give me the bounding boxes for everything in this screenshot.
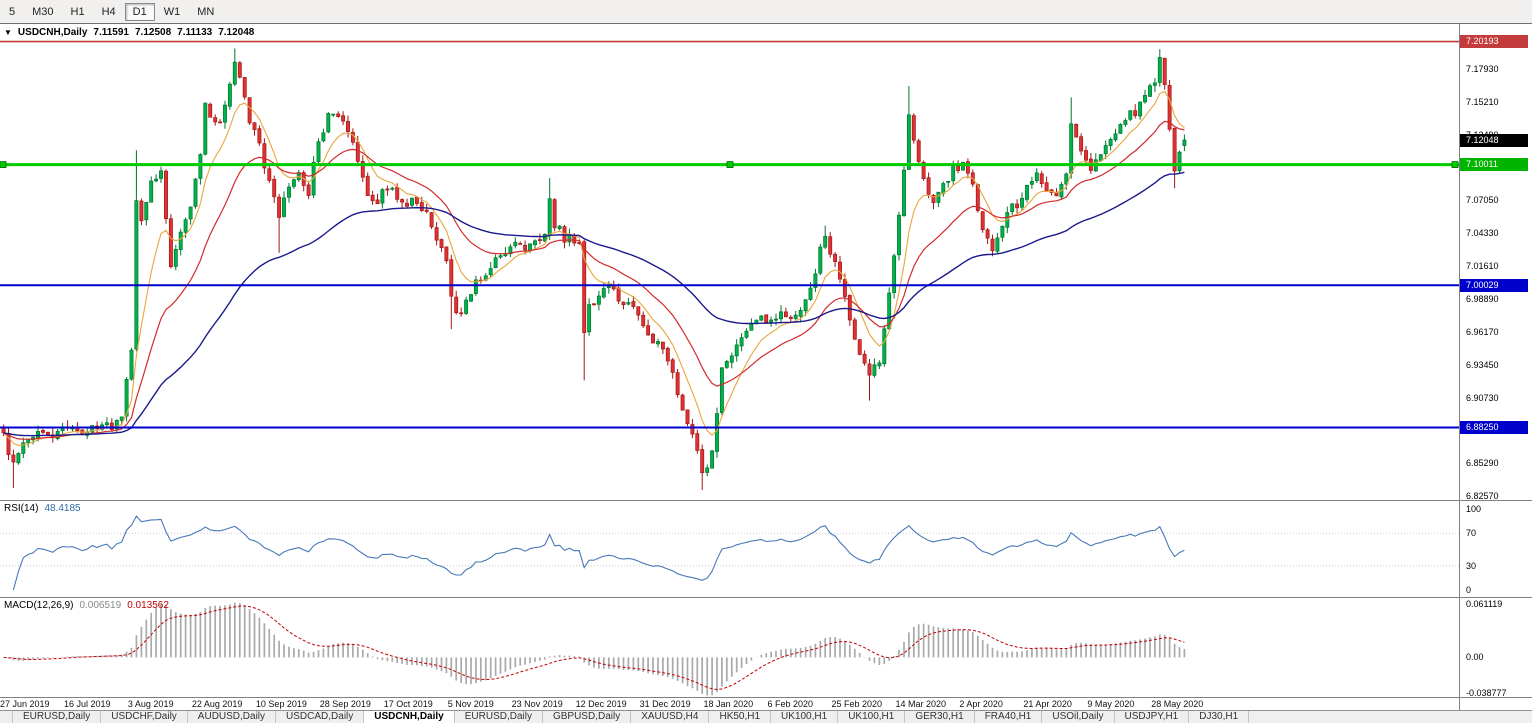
timeframe-button-d1[interactable]: D1 bbox=[124, 2, 155, 21]
price-axis-label: 7.15210 bbox=[1466, 96, 1499, 107]
collapse-chart-icon[interactable]: ▼ bbox=[4, 28, 12, 37]
timeframe-button-w1[interactable]: W1 bbox=[163, 5, 181, 18]
candlestick-chart bbox=[0, 40, 1459, 490]
tab-eurusd-daily[interactable]: EURUSD,Daily bbox=[455, 711, 543, 723]
price-axis-label: 6.93450 bbox=[1466, 359, 1499, 370]
date-axis-label: 9 May 2020 bbox=[1087, 699, 1135, 709]
hline-price-tag: 6.88250 bbox=[1460, 421, 1528, 434]
rsi-axis-label: 30 bbox=[1466, 560, 1477, 571]
tab-ger30-h1[interactable]: GER30,H1 bbox=[905, 711, 975, 723]
price-axis-label: 6.90730 bbox=[1466, 392, 1499, 403]
rsi-header: RSI(14) 48.4185 bbox=[4, 503, 81, 514]
date-axis-label: 23 Nov 2019 bbox=[511, 699, 563, 709]
quote-close: 7.12048 bbox=[218, 27, 255, 38]
rsi-axis-label: 0 bbox=[1466, 585, 1472, 595]
date-axis-label: 6 Feb 2020 bbox=[767, 699, 814, 709]
tab-usoil-daily[interactable]: USOil,Daily bbox=[1042, 711, 1115, 723]
date-axis-label: 22 Aug 2019 bbox=[191, 699, 243, 709]
price-axis-label: 7.04330 bbox=[1466, 228, 1499, 239]
tab-uk100-h1[interactable]: UK100,H1 bbox=[771, 711, 839, 723]
hline-price-tag: 7.00029 bbox=[1460, 278, 1528, 292]
rsi-value: 48.4185 bbox=[44, 503, 81, 514]
macd-signal-value: 0.013562 bbox=[127, 600, 169, 611]
price-axis-label: 7.01610 bbox=[1466, 261, 1499, 272]
price-axis-label: 7.07050 bbox=[1466, 195, 1499, 206]
timeframe-button-5[interactable]: 5 bbox=[9, 5, 16, 18]
macd-title: MACD(12,26,9) bbox=[4, 600, 74, 611]
date-axis-label: 21 Apr 2020 bbox=[1023, 699, 1072, 709]
date-axis-label: 5 Nov 2019 bbox=[447, 699, 494, 709]
date-axis-label: 25 Feb 2020 bbox=[831, 699, 883, 709]
rsi-plot[interactable]: RSI(14) 48.4185 bbox=[0, 501, 1459, 597]
tab-hk50-h1[interactable]: HK50,H1 bbox=[709, 711, 772, 723]
quote-high: 7.12508 bbox=[135, 27, 172, 38]
date-labels: 27 Jun 2019 16 Jul 2019 3 Aug 2019 22 Aug 2… bbox=[0, 698, 1459, 710]
tab-usdcad-daily[interactable]: USDCAD,Daily bbox=[276, 711, 365, 723]
date-axis-label: 2 Apr 2020 bbox=[959, 699, 1003, 709]
date-axis: 27 Jun 2019 16 Jul 2019 3 Aug 2019 22 Aug 2… bbox=[0, 697, 1532, 710]
date-axis-label: 18 Jan 2020 bbox=[703, 699, 754, 709]
price-axis-label: 6.82570 bbox=[1466, 491, 1499, 500]
price-axis-label: 6.96170 bbox=[1466, 326, 1499, 337]
chart-window: ▼ USDCNH,Daily 7.11591 7.12508 7.11133 7… bbox=[0, 24, 1532, 710]
price-axis-label: 6.85290 bbox=[1466, 458, 1499, 469]
date-axis-label: 16 Jul 2019 bbox=[63, 699, 111, 709]
price-plot[interactable]: ▼ USDCNH,Daily 7.11591 7.12508 7.11133 7… bbox=[0, 24, 1459, 500]
macd-axis-label: 0.00 bbox=[1466, 652, 1484, 663]
chart-tab-bar: EURUSD,Daily USDCHF,Daily AUDUSD,Daily USDC… bbox=[0, 710, 1532, 723]
macd-axis-label: -0.038777 bbox=[1466, 688, 1507, 697]
tab-gbpusd-daily[interactable]: GBPUSD,Daily bbox=[543, 711, 632, 723]
date-axis-label: 14 Mar 2020 bbox=[895, 699, 946, 709]
tab-fra40-h1[interactable]: FRA40,H1 bbox=[975, 711, 1043, 723]
axis-corner bbox=[1459, 698, 1532, 710]
date-axis-label: 12 Dec 2019 bbox=[575, 699, 627, 709]
rsi-axis: 100 70 30 0 bbox=[1459, 501, 1532, 597]
rsi-pane: RSI(14) 48.4185 100 70 30 0 bbox=[0, 500, 1532, 597]
date-axis-label: 28 May 2020 bbox=[1151, 699, 1204, 709]
timeframe-toolbar: 5 M30 H1 H4 D1 W1 MN bbox=[0, 0, 1532, 24]
timeframe-button-h4[interactable]: H4 bbox=[101, 5, 116, 18]
current-price-tag: 7.12048 bbox=[1460, 133, 1528, 147]
macd-pane: MACD(12,26,9) 0.006519 0.013562 0.061119… bbox=[0, 597, 1532, 697]
price-axis-label: 6.98890 bbox=[1466, 293, 1499, 304]
tab-usdjpy-h1[interactable]: USDJPY,H1 bbox=[1115, 711, 1190, 723]
rsi-chart bbox=[0, 515, 1459, 591]
tab-audusd-daily[interactable]: AUDUSD,Daily bbox=[188, 711, 277, 723]
macd-axis-label: 0.061119 bbox=[1466, 599, 1503, 609]
quote-header: ▼ USDCNH,Daily 7.11591 7.12508 7.11133 7… bbox=[4, 27, 254, 38]
macd-chart bbox=[3, 602, 1186, 696]
tab-xauusd-h4[interactable]: XAUUSD,H4 bbox=[631, 711, 710, 723]
date-axis-label: 17 Oct 2019 bbox=[383, 699, 433, 709]
date-axis-label: 28 Sep 2019 bbox=[319, 699, 371, 709]
macd-axis: 0.061119 0.00 -0.038777 bbox=[1459, 598, 1532, 697]
quote-low: 7.11133 bbox=[177, 27, 213, 38]
date-axis-label: 10 Sep 2019 bbox=[255, 699, 307, 709]
date-axis-label: 3 Aug 2019 bbox=[127, 699, 174, 709]
date-axis-label: 27 Jun 2019 bbox=[0, 699, 50, 709]
tab-usdchf-daily[interactable]: USDCHF,Daily bbox=[101, 711, 188, 723]
date-axis-label: 31 Dec 2019 bbox=[639, 699, 691, 709]
tab-usdcnh-daily[interactable]: USDCNH,Daily bbox=[364, 711, 455, 723]
tab-dj30-h1[interactable]: DJ30,H1 bbox=[1189, 711, 1250, 723]
rsi-axis-label: 70 bbox=[1466, 528, 1477, 539]
quote-open: 7.11591 bbox=[93, 27, 129, 38]
price-pane: ▼ USDCNH,Daily 7.11591 7.12508 7.11133 7… bbox=[0, 24, 1532, 500]
tab-eurusd-daily[interactable]: EURUSD,Daily bbox=[12, 711, 102, 723]
price-axis: 7.179307.152107.124907.097707.070507.043… bbox=[1459, 24, 1532, 500]
symbol-period-label: USDCNH,Daily bbox=[17, 27, 88, 38]
timeframe-button-h1[interactable]: H1 bbox=[70, 5, 85, 18]
rsi-title: RSI(14) bbox=[4, 503, 39, 514]
timeframe-button-mn[interactable]: MN bbox=[197, 5, 215, 18]
macd-header: MACD(12,26,9) 0.006519 0.013562 bbox=[4, 600, 169, 611]
rsi-axis-label: 100 bbox=[1466, 504, 1482, 514]
macd-plot[interactable]: MACD(12,26,9) 0.006519 0.013562 bbox=[0, 598, 1459, 697]
tab-uk100-h1[interactable]: UK100,H1 bbox=[838, 711, 906, 723]
macd-main-value: 0.006519 bbox=[79, 600, 122, 611]
hline-price-tag: 7.10011 bbox=[1460, 158, 1528, 172]
timeframe-bar: 5 M30 H1 H4 D1 W1 MN bbox=[1, 0, 223, 23]
hline-price-tag: 7.20193 bbox=[1460, 35, 1528, 49]
timeframe-button-m30[interactable]: M30 bbox=[32, 5, 54, 18]
price-axis-label: 7.17930 bbox=[1466, 63, 1499, 74]
